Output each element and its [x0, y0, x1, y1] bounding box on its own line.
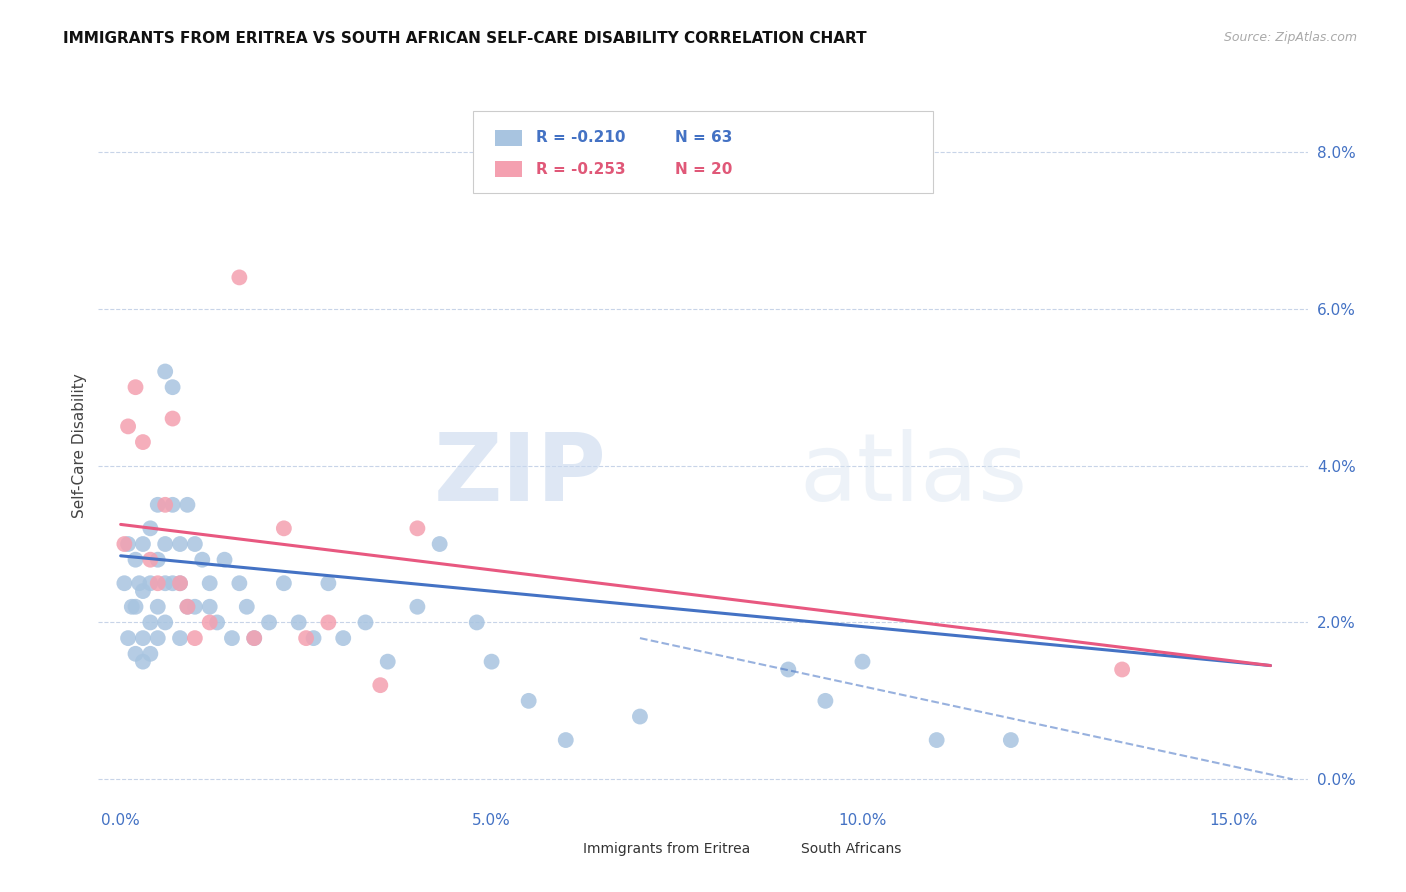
Point — [332, 631, 354, 645]
Text: R = -0.253: R = -0.253 — [536, 161, 626, 177]
Point — [318, 576, 340, 591]
Point — [925, 733, 948, 747]
Point — [465, 615, 488, 630]
Point — [124, 380, 146, 394]
Text: IMMIGRANTS FROM ERITREA VS SOUTH AFRICAN SELF-CARE DISABILITY CORRELATION CHART: IMMIGRANTS FROM ERITREA VS SOUTH AFRICAN… — [63, 31, 868, 46]
Point — [153, 364, 176, 378]
Point — [169, 537, 191, 551]
Point — [176, 498, 198, 512]
Point — [517, 694, 540, 708]
Point — [257, 615, 280, 630]
Point — [112, 576, 135, 591]
FancyBboxPatch shape — [558, 844, 574, 855]
Point — [117, 419, 139, 434]
Text: N = 63: N = 63 — [675, 130, 733, 145]
Point — [481, 655, 503, 669]
Text: Source: ZipAtlas.com: Source: ZipAtlas.com — [1223, 31, 1357, 45]
Text: atlas: atlas — [800, 428, 1028, 521]
Point — [146, 631, 169, 645]
Point — [205, 615, 228, 630]
Point — [132, 537, 155, 551]
Point — [429, 537, 451, 551]
Point — [124, 599, 146, 614]
Point — [198, 599, 221, 614]
Text: Immigrants from Eritrea: Immigrants from Eritrea — [583, 842, 751, 856]
Point — [139, 576, 162, 591]
Point — [318, 615, 340, 630]
Point — [406, 599, 429, 614]
Point — [117, 537, 139, 551]
Point — [146, 552, 169, 566]
Point — [377, 655, 399, 669]
Point — [124, 552, 146, 566]
Point — [554, 733, 576, 747]
Point — [221, 631, 243, 645]
Point — [628, 709, 651, 723]
Point — [162, 576, 184, 591]
Text: N = 20: N = 20 — [675, 161, 733, 177]
Point — [153, 498, 176, 512]
Point — [236, 599, 259, 614]
Point — [287, 615, 309, 630]
Point — [191, 552, 214, 566]
Point — [128, 576, 150, 591]
Point — [139, 615, 162, 630]
Point — [1111, 663, 1133, 677]
Point — [228, 576, 250, 591]
Point — [406, 521, 429, 535]
Point — [132, 631, 155, 645]
Point — [273, 521, 295, 535]
Point — [132, 435, 155, 450]
Y-axis label: Self-Care Disability: Self-Care Disability — [72, 374, 87, 518]
Point — [132, 584, 155, 599]
Point — [132, 655, 155, 669]
Point — [295, 631, 318, 645]
Point — [198, 615, 221, 630]
Point — [162, 380, 184, 394]
Point — [139, 552, 162, 566]
Point — [153, 537, 176, 551]
Point — [184, 599, 207, 614]
Text: R = -0.210: R = -0.210 — [536, 130, 626, 145]
Point — [124, 647, 146, 661]
Point — [176, 599, 198, 614]
FancyBboxPatch shape — [474, 111, 932, 193]
FancyBboxPatch shape — [776, 844, 792, 855]
Point — [354, 615, 377, 630]
Point — [214, 552, 236, 566]
Point — [146, 576, 169, 591]
Point — [243, 631, 266, 645]
Point — [162, 411, 184, 425]
Point — [139, 647, 162, 661]
Point — [146, 498, 169, 512]
Point — [169, 576, 191, 591]
Point — [368, 678, 391, 692]
Point — [198, 576, 221, 591]
Text: South Africans: South Africans — [801, 842, 901, 856]
Point — [302, 631, 325, 645]
Point — [273, 576, 295, 591]
Point — [162, 498, 184, 512]
FancyBboxPatch shape — [495, 130, 522, 145]
Point — [169, 576, 191, 591]
Point — [1000, 733, 1022, 747]
Point — [176, 599, 198, 614]
Point — [153, 615, 176, 630]
Point — [139, 521, 162, 535]
Point — [778, 663, 800, 677]
Point — [814, 694, 837, 708]
Point — [184, 631, 207, 645]
Text: ZIP: ZIP — [433, 428, 606, 521]
Point — [228, 270, 250, 285]
Point — [153, 576, 176, 591]
Point — [112, 537, 135, 551]
Point — [169, 631, 191, 645]
Point — [243, 631, 266, 645]
Point — [184, 537, 207, 551]
Point — [851, 655, 873, 669]
FancyBboxPatch shape — [495, 161, 522, 177]
Point — [121, 599, 143, 614]
Point — [146, 599, 169, 614]
Point — [117, 631, 139, 645]
